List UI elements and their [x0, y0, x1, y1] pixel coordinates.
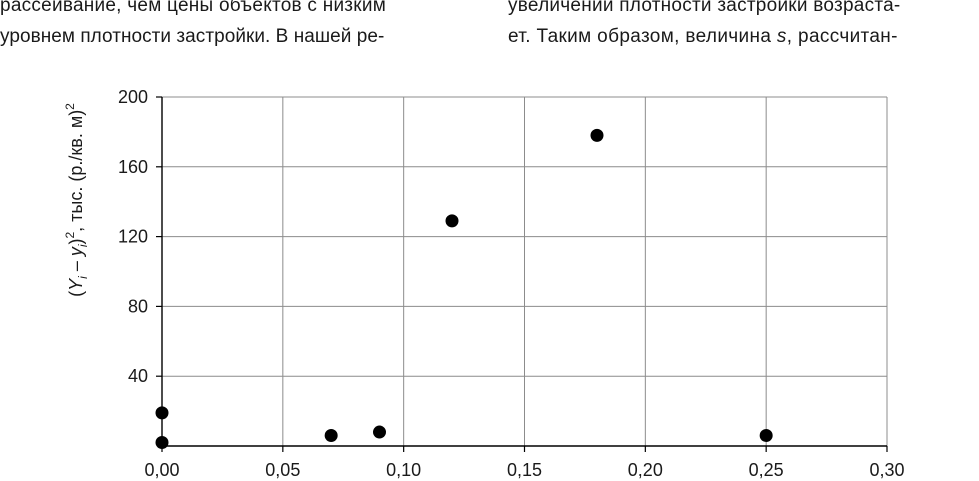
- text-fragment: ет. Таким образом, величина: [508, 26, 777, 47]
- y-axis-title: (Yi – yi)2, тыс. (р./кв. м)2: [63, 103, 90, 297]
- chart-tick-labels: 0,00 0,05 0,10 0,15 0,20 0,25 0,30 40 80 120 160 20…: [118, 87, 905, 480]
- ylabel-part: –: [66, 256, 86, 276]
- x-tick-label: 0,05: [265, 460, 300, 480]
- x-tick-label: 0,15: [507, 460, 542, 480]
- data-point: [373, 425, 386, 439]
- x-tick-label: 0,25: [749, 460, 784, 480]
- data-point: [324, 429, 338, 443]
- y-tick-label: 160: [118, 157, 148, 177]
- x-tick-label: 0,00: [144, 460, 179, 480]
- chart-grid: [162, 96, 888, 446]
- ylabel-part: y: [66, 246, 86, 258]
- x-tick-label: 0,20: [628, 460, 663, 480]
- text-fragment: , рассчитан-: [786, 26, 898, 47]
- variable-s: s: [776, 26, 787, 47]
- ylabel-part: 2: [63, 103, 77, 110]
- data-point: [590, 128, 604, 142]
- ylabel-part: , тыс. (р./кв. м): [66, 110, 86, 232]
- x-tick-label: 0,30: [869, 460, 904, 480]
- y-tick-label: 40: [128, 366, 148, 386]
- x-tick-label: 0,10: [386, 460, 421, 480]
- ylabel-part: i: [76, 276, 90, 279]
- text-line: уровнем плотности застройки. В нашей ре-: [0, 26, 385, 47]
- chart-axes: [156, 96, 888, 452]
- data-point: [445, 214, 459, 228]
- ylabel-part: ): [66, 239, 86, 245]
- chart-points: [155, 128, 773, 450]
- y-tick-label: 80: [128, 296, 148, 316]
- y-tick-label: 200: [118, 87, 148, 107]
- data-point: [759, 429, 773, 443]
- ylabel-part: Y: [66, 277, 86, 291]
- text-line: ет. Таким образом, величина s, рассчитан…: [508, 21, 898, 52]
- ylabel-part: 2: [63, 232, 77, 239]
- ylabel-part: i: [76, 244, 90, 247]
- data-point: [155, 406, 169, 420]
- text-line: увеличении плотности застройки возраста-: [508, 0, 901, 16]
- text-line: рассеивание, чем цены объектов с низким: [0, 0, 387, 16]
- data-point: [155, 436, 169, 450]
- y-tick-label: 120: [118, 227, 148, 247]
- ylabel-part: (: [66, 291, 86, 297]
